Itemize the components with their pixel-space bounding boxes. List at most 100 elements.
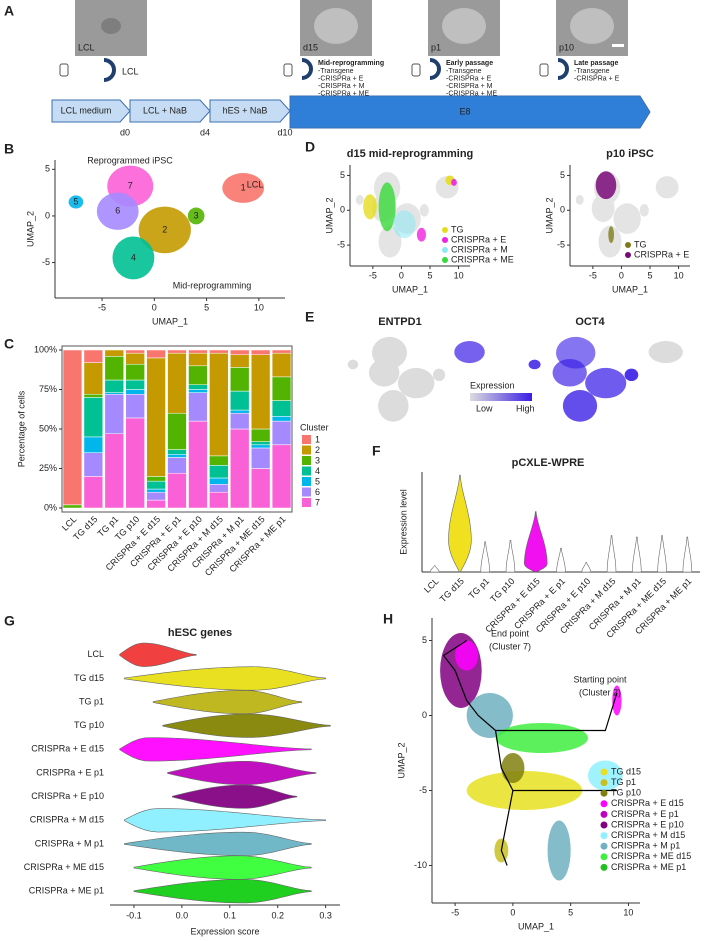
trajectory	[442, 639, 467, 671]
bar-segment	[250, 354, 271, 430]
image-label: LCL	[78, 42, 95, 52]
bar-segment	[167, 454, 187, 458]
y-tick-label: CRISPRa + ME d15	[24, 862, 104, 872]
x-axis-label: UMAP_1	[392, 284, 428, 294]
legend-dot	[442, 227, 448, 233]
legend-label: CRISPRa + E	[634, 249, 689, 259]
sample-item: -CRISPRa + M	[446, 83, 493, 90]
tube	[59, 63, 69, 77]
sample-item: -Transgene	[574, 68, 610, 75]
bar-segment	[209, 349, 229, 354]
sample-item: -CRISPRa + ME	[318, 90, 369, 97]
trajectory	[494, 730, 617, 792]
legend-label: TG p1	[611, 777, 636, 787]
cell-cluster	[639, 204, 649, 217]
cycle-arrow	[557, 58, 569, 80]
chart-title: p10 iPSC	[606, 148, 654, 160]
legend-dot	[600, 832, 608, 840]
annotation: LCL	[247, 179, 264, 189]
x-tick-label: 0.0	[176, 910, 189, 920]
cell-cluster	[613, 203, 641, 234]
bar-segment	[209, 484, 229, 493]
panel-label: G	[4, 613, 15, 629]
legend-label: High	[516, 403, 535, 413]
bar-segment	[146, 491, 166, 501]
stage-arrow	[209, 99, 291, 123]
tube	[411, 63, 421, 77]
cluster-label: 1	[241, 182, 246, 192]
sample-item: -CRISPRa + ME	[446, 90, 497, 97]
x-tick-label: -0.1	[126, 910, 142, 920]
bar-segment	[83, 452, 104, 477]
x-axis-label: UMAP_1	[612, 284, 648, 294]
legend-swatch	[302, 498, 311, 507]
cluster-label: 7	[128, 180, 133, 190]
panel-label: A	[4, 3, 14, 19]
violin	[124, 666, 326, 691]
cell-cluster	[562, 390, 598, 422]
sample-item: -CRISPRa + E	[574, 75, 620, 82]
cluster-label: 6	[115, 206, 120, 216]
sample-item: -CRISPRa + E	[446, 75, 492, 82]
bar-segment	[146, 488, 166, 493]
cell-cluster	[432, 368, 446, 382]
chart-title: OCT4	[575, 316, 605, 328]
x-axis-label: UMAP_1	[152, 316, 188, 326]
x-tick-label: 10	[254, 302, 264, 312]
legend-swatch	[302, 477, 311, 486]
x-tick-label: 5	[204, 302, 209, 312]
bar-segment	[209, 455, 229, 466]
violin	[119, 737, 312, 762]
legend-title: Cluster	[300, 422, 329, 432]
panel-label: H	[383, 611, 393, 627]
bar-segment	[271, 420, 292, 446]
y-axis-label: Expression level	[398, 489, 408, 555]
bar-segment	[188, 365, 208, 386]
cell-cluster	[392, 210, 416, 239]
x-tick-label: -5	[98, 302, 106, 312]
y-tick-label: 75%	[39, 384, 57, 394]
annotation: Starting point	[573, 674, 627, 684]
cluster-label: 3	[194, 210, 199, 220]
cell-cluster	[68, 195, 84, 209]
bar-segment	[250, 349, 271, 355]
bar-segment	[167, 349, 187, 354]
legend-dot	[625, 242, 631, 248]
bar-segment	[230, 409, 250, 414]
cell-cluster	[355, 194, 364, 205]
cell-cluster	[588, 760, 623, 791]
legend-label: CRISPRa + ME	[451, 254, 514, 264]
y-axis-label: UMAP_2	[324, 197, 334, 233]
legend-gradient	[470, 393, 532, 401]
legend-label: 7	[315, 497, 320, 507]
sample-item: -Transgene	[318, 68, 354, 75]
x-tick-label: 0.2	[271, 910, 284, 920]
legend-label: CRISPRa + M d15	[611, 830, 685, 840]
tube	[539, 63, 549, 77]
bar-segment	[146, 476, 166, 482]
bar-segment	[125, 352, 145, 365]
bar-segment	[104, 379, 124, 393]
bar-segment	[271, 444, 292, 509]
bar-segment	[104, 433, 124, 509]
y-tick-label: 0	[340, 205, 345, 215]
legend-dot	[600, 810, 608, 818]
legend-dot	[600, 863, 608, 871]
violin	[581, 562, 591, 573]
x-tick-label: 5	[568, 907, 573, 917]
bar-segment	[83, 393, 104, 398]
bar-segment	[167, 457, 187, 474]
bar-segment	[188, 352, 208, 367]
cell-cluster	[347, 359, 359, 370]
violin	[448, 474, 472, 573]
cell-cluster	[454, 341, 485, 364]
bar-segment	[125, 379, 145, 390]
bar-segment	[188, 420, 208, 509]
y-tick-label: CRISPRa + E p1	[36, 767, 104, 777]
sample-title: Late passage	[574, 60, 618, 67]
bar-segment	[250, 441, 271, 446]
stage-arrow	[289, 95, 651, 129]
violin	[657, 535, 667, 573]
bar-segment	[271, 349, 292, 354]
